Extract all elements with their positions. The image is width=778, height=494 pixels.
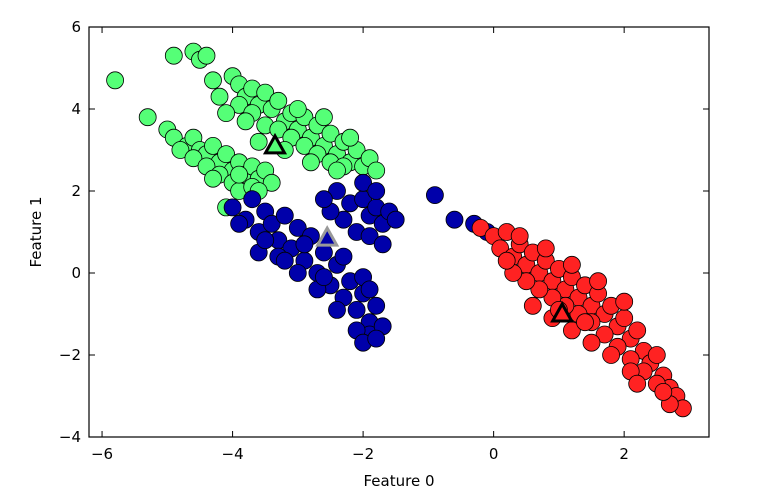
data-point (589, 272, 607, 291)
x-tick-label: −6 (91, 445, 113, 463)
data-point (328, 300, 346, 319)
data-point (243, 190, 262, 209)
data-point (288, 264, 307, 282)
data-point (367, 329, 386, 348)
cluster-center-marker (262, 132, 288, 155)
data-point (360, 227, 379, 246)
data-point (223, 198, 242, 217)
data-point (288, 100, 307, 118)
data-point (425, 186, 444, 205)
data-point (204, 136, 222, 155)
data-point (275, 206, 294, 225)
data-point (510, 227, 529, 246)
x-tick-label: −2 (352, 445, 374, 463)
data-point (262, 173, 281, 192)
data-point (595, 325, 614, 344)
y-tick-label: −4 (59, 428, 81, 446)
data-point (164, 46, 183, 65)
y-tick-label: −2 (59, 346, 81, 364)
data-point (204, 169, 222, 188)
data-point (497, 251, 516, 270)
data-point (328, 161, 346, 180)
data-point (530, 280, 549, 299)
data-point (171, 141, 190, 159)
data-point (517, 272, 536, 291)
data-point (230, 214, 249, 233)
data-point (341, 128, 360, 147)
data-point (275, 251, 294, 270)
data-point (654, 382, 673, 401)
data-point (321, 124, 340, 143)
data-point (138, 108, 157, 127)
y-axis-label: Feature 1 (27, 197, 45, 268)
data-point (360, 280, 379, 299)
x-tick-label: 0 (489, 445, 499, 463)
data-point (367, 182, 386, 200)
data-point (367, 161, 386, 180)
y-tick-label: 2 (71, 182, 81, 200)
data-point (314, 268, 333, 287)
data-point (295, 235, 314, 254)
data-point (582, 333, 601, 352)
data-point (445, 210, 464, 229)
data-point (563, 255, 581, 274)
y-tick-label: 4 (71, 100, 81, 118)
cluster-center-marker (550, 300, 575, 323)
data-point (523, 296, 542, 315)
data-point (576, 313, 594, 332)
plot-frame (88, 26, 710, 438)
data-point (628, 321, 647, 340)
x-axis-label: Feature 0 (364, 472, 435, 490)
data-point (230, 96, 249, 114)
data-point (367, 296, 386, 315)
points-layer (106, 42, 692, 418)
data-point (236, 112, 255, 131)
y-tick-label: 6 (71, 18, 81, 36)
data-point (197, 46, 216, 65)
data-point (217, 145, 236, 164)
cluster-centers (262, 132, 575, 323)
data-point (328, 182, 346, 200)
data-point (536, 239, 555, 258)
data-point (269, 91, 288, 110)
data-point (647, 346, 666, 364)
data-point (217, 104, 236, 122)
data-point (184, 149, 203, 168)
data-point (295, 136, 314, 155)
data-point (373, 235, 392, 254)
data-point (386, 210, 405, 229)
data-point (230, 165, 249, 184)
data-point (471, 218, 490, 237)
y-tick-label: 0 (71, 264, 81, 282)
data-point (314, 108, 333, 127)
data-point (204, 71, 222, 90)
data-point (301, 153, 320, 172)
data-point (615, 309, 634, 328)
data-point (334, 247, 353, 266)
x-tick-label: 2 (619, 445, 629, 463)
data-point (256, 83, 275, 102)
x-tick-label: −4 (222, 445, 244, 463)
y-axis: −4 −2 0 2 4 6 (59, 18, 709, 446)
data-point (262, 214, 281, 233)
cluster-center-marker (315, 225, 340, 247)
data-point (615, 292, 634, 311)
data-point (354, 173, 373, 192)
data-point (288, 218, 307, 237)
data-point (314, 190, 333, 209)
data-point (106, 71, 124, 90)
data-point (249, 132, 268, 151)
data-point (602, 346, 620, 364)
x-axis: −6 −4 −2 0 2 (91, 27, 629, 463)
data-point (347, 300, 366, 319)
data-point (334, 210, 353, 229)
data-point (269, 120, 288, 139)
data-point (256, 231, 275, 250)
data-point (628, 374, 647, 393)
data-point (210, 87, 229, 106)
